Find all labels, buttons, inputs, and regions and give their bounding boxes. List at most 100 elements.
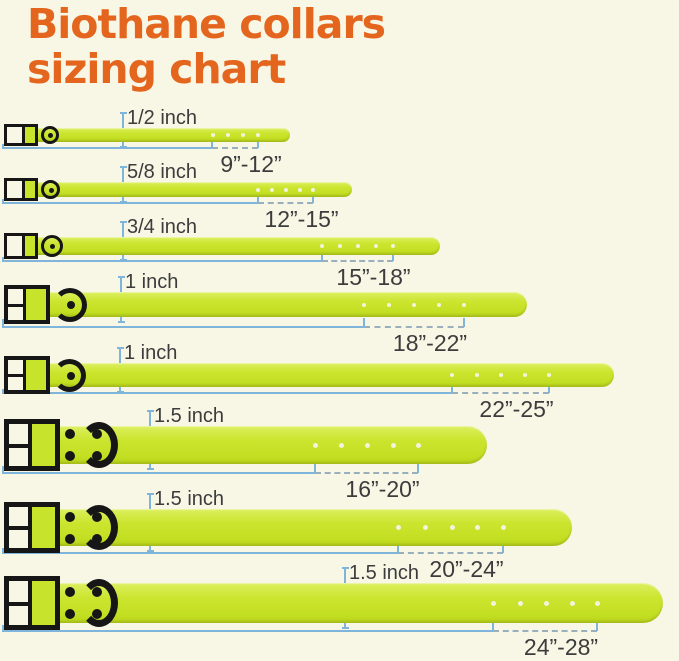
range-start-tick (321, 252, 323, 261)
buckle-strap-cell (23, 236, 35, 256)
adjustment-hole (569, 600, 575, 606)
rivet-icon (65, 609, 75, 619)
length-dimension-riser (2, 625, 4, 630)
collar-width-label: 1 inch (125, 271, 179, 293)
adjustment-hole (415, 442, 421, 448)
width-dimension-cap (147, 493, 154, 495)
rivet-icon (65, 587, 75, 597)
buckle-pin-icon (66, 371, 75, 380)
length-dimension-dashed (315, 472, 418, 474)
buckle-frame (4, 178, 38, 201)
adjustment-hole (517, 600, 523, 606)
buckle-divider (28, 424, 33, 466)
buckle-ring-icon (41, 126, 59, 144)
length-dimension-line (2, 552, 398, 554)
adjustment-hole (311, 187, 315, 192)
adjustment-hole (362, 302, 366, 307)
width-dimension-cap (118, 276, 125, 278)
buckle-frame (4, 356, 50, 394)
range-end-tick (548, 384, 550, 393)
rivet-icon (92, 533, 102, 544)
buckle-frame (4, 576, 60, 630)
adjustment-hole (462, 302, 466, 307)
length-dimension-riser (2, 257, 4, 260)
length-dimension-riser (2, 319, 4, 326)
length-dimension-line (2, 202, 258, 204)
adjustment-hole (256, 187, 260, 192)
buckle-frame (4, 233, 38, 259)
buckle-divider (21, 127, 25, 143)
length-dimension-line (2, 630, 493, 632)
range-start-tick (492, 622, 494, 631)
adjustment-hole (500, 525, 506, 530)
collar-strap (8, 182, 352, 197)
collar-size-range-label: 12”-15” (264, 206, 339, 232)
buckle-crossbar (9, 443, 29, 448)
collar-width-label: 3/4 inch (127, 216, 198, 238)
buckle-divider (23, 289, 27, 320)
width-dimension-cap (120, 112, 127, 114)
buckle-strap-cell (23, 127, 35, 143)
collar-size-range-label: 22”-25” (479, 396, 554, 422)
width-dimension-cap (147, 468, 154, 470)
length-dimension-riser (2, 389, 4, 392)
buckle-strap-cell (23, 181, 35, 198)
buckle-dring-icon (80, 579, 118, 627)
buckle-strap-cell (31, 507, 55, 548)
collar-width-label: 1.5 inch (154, 488, 225, 510)
collar-strap (8, 363, 614, 387)
range-start-tick (211, 139, 213, 148)
length-dimension-riser (2, 466, 4, 472)
buckle-strap-cell (25, 289, 46, 320)
width-dimension-cap (120, 221, 127, 223)
buckle-divider (28, 507, 33, 548)
collar-size-range-label: 16”-20” (345, 476, 420, 502)
adjustment-hole (437, 302, 441, 307)
adjustment-hole (412, 302, 416, 307)
rivet-icon (92, 429, 102, 439)
collar-strap (8, 128, 290, 142)
adjustment-hole (364, 442, 370, 448)
collar-width-label: 1.5 inch (349, 562, 420, 584)
adjustment-hole (374, 244, 378, 248)
buckle-dring-icon (80, 505, 118, 550)
length-dimension-line (2, 392, 452, 394)
buckle-strap-cell (25, 360, 46, 390)
collar-size-range-label: 24”-28” (523, 634, 599, 660)
buckle-divider (21, 181, 25, 198)
range-start-tick (363, 318, 365, 327)
buckle-dring-icon (80, 422, 118, 468)
adjustment-hole (241, 133, 245, 137)
adjustment-hole (270, 187, 274, 192)
buckle-pin-icon (50, 244, 55, 249)
buckle-ring-icon (41, 180, 60, 199)
range-end-tick (257, 139, 259, 148)
length-dimension-riser (2, 199, 4, 202)
adjustment-hole (422, 525, 428, 530)
range-end-tick (392, 252, 394, 261)
buckle-frame (4, 502, 60, 553)
rivet-icon (65, 511, 75, 522)
collar-size-range-label: 9”-12” (220, 151, 282, 177)
adjustment-hole (387, 302, 391, 307)
width-dimension-cap (342, 627, 349, 629)
page-title: Biothane collars sizing chart (27, 1, 386, 92)
collar-size-range-label: 15”-18” (336, 264, 411, 290)
adjustment-hole (395, 525, 401, 530)
range-end-tick (417, 464, 419, 473)
adjustment-hole (490, 600, 496, 606)
range-end-tick (502, 544, 504, 553)
buckle-crossbar (9, 526, 29, 531)
width-dimension-cap (147, 550, 154, 552)
range-start-tick (397, 544, 399, 553)
length-dimension-dashed (258, 202, 313, 204)
rivet-icon (65, 429, 75, 439)
adjustment-hole (256, 133, 260, 137)
adjustment-hole (338, 442, 344, 448)
collar-width-label: 1/2 inch (127, 107, 198, 129)
buckle-frame (4, 285, 50, 324)
buckle-crossbar (8, 303, 24, 307)
adjustment-hole (320, 244, 324, 248)
width-dimension-cap (342, 567, 349, 569)
